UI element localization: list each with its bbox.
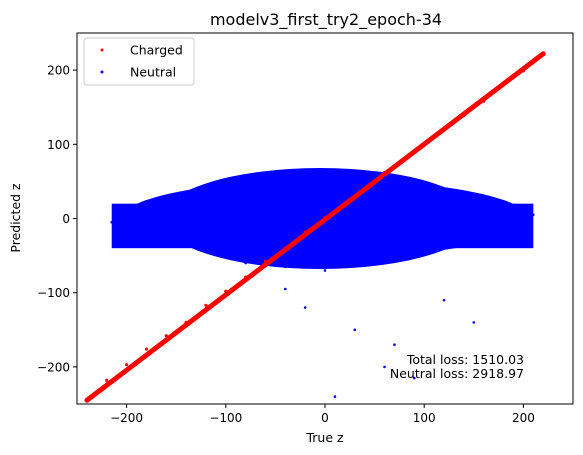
legend-box [83, 37, 195, 86]
neutral-point [184, 194, 188, 198]
charged-point [521, 69, 526, 73]
x-tick-label: 100 [413, 411, 436, 425]
charged-point [363, 187, 367, 191]
charged-point [442, 127, 446, 131]
y-tick-label: 100 [47, 138, 70, 152]
charged-point [382, 170, 387, 175]
x-tick-label: 200 [512, 411, 535, 425]
neutral-point [462, 191, 466, 194]
neutral-point [502, 206, 505, 209]
y-axis-label: Predicted z [8, 183, 23, 253]
plot-area [84, 51, 546, 403]
charged-point [303, 230, 307, 234]
neutral-point [145, 209, 148, 213]
charged-point [323, 216, 327, 220]
neutral-point [383, 365, 386, 369]
charged-point [402, 157, 406, 161]
x-axis-label: True z [305, 430, 344, 445]
neutral-point [412, 376, 416, 380]
neutral-point [164, 232, 168, 235]
y-tick-label: −200 [37, 360, 70, 374]
y-tick-label: 200 [47, 64, 70, 78]
neutral-point [343, 168, 347, 172]
neutral-band-tails [111, 203, 534, 249]
neutral-point [442, 246, 446, 250]
neutral-point [303, 306, 307, 309]
charged-point [244, 275, 248, 279]
charged-point [184, 320, 188, 324]
neutral-point [472, 321, 476, 324]
neutral-point [363, 261, 366, 265]
y-tick-label: 0 [62, 212, 70, 226]
charged-point [541, 52, 545, 56]
legend: Charged Neutral [83, 37, 195, 86]
neutral-point [522, 224, 525, 228]
neutral-point [442, 298, 446, 302]
chart-title: modelv3_first_try2_epoch-34 [210, 10, 442, 30]
neutral-point [303, 172, 307, 176]
neutral-point [393, 343, 396, 346]
neutral-point [353, 328, 357, 332]
charged-point [125, 363, 129, 367]
neutral-point [284, 265, 287, 269]
legend-label: Charged [130, 43, 183, 58]
neutral-point [383, 176, 386, 179]
legend-marker [100, 70, 104, 74]
neutral-point [482, 235, 486, 239]
charged-point [144, 347, 149, 351]
charged-point [422, 141, 426, 146]
x-tick-label: 0 [321, 411, 329, 425]
charged-point [224, 289, 228, 293]
y-tick-label: −100 [37, 286, 70, 300]
x-tick-label: −100 [209, 411, 242, 425]
annotation-text: Neutral loss: 2918.97 [390, 366, 524, 381]
charged-diagonal-band [84, 51, 546, 403]
charged-point [105, 378, 109, 382]
neutral-point [110, 220, 114, 224]
annotation-text: Total loss: 1510.03 [406, 352, 524, 367]
series-points [85, 52, 545, 402]
charged-point [263, 259, 268, 264]
charged-point [482, 99, 486, 103]
y-axis-ticks: −200 −100 0 100 200 [37, 64, 77, 374]
charged-point [164, 334, 168, 338]
neutral-point [244, 261, 247, 265]
neutral-point [403, 254, 406, 257]
neutral-point [264, 176, 267, 179]
neutral-point [422, 183, 426, 187]
neutral-point [125, 239, 128, 243]
charged-point [501, 82, 506, 86]
neutral-point [532, 213, 535, 217]
x-axis-ticks: −200 −100 0 100 200 [110, 404, 535, 425]
charged-point [343, 201, 347, 205]
neutral-point [224, 187, 228, 191]
legend-label: Neutral [130, 65, 176, 80]
neutral-point [204, 250, 208, 254]
charged-point [462, 113, 466, 117]
charged-point [283, 246, 287, 250]
x-tick-label: −200 [110, 411, 143, 425]
neutral-point [284, 287, 287, 291]
neutral-point [323, 269, 327, 272]
neutral-point [333, 395, 337, 398]
legend-marker [100, 48, 104, 52]
charged-point [85, 398, 89, 402]
charged-point [204, 303, 208, 307]
charged-series-line [84, 51, 546, 403]
